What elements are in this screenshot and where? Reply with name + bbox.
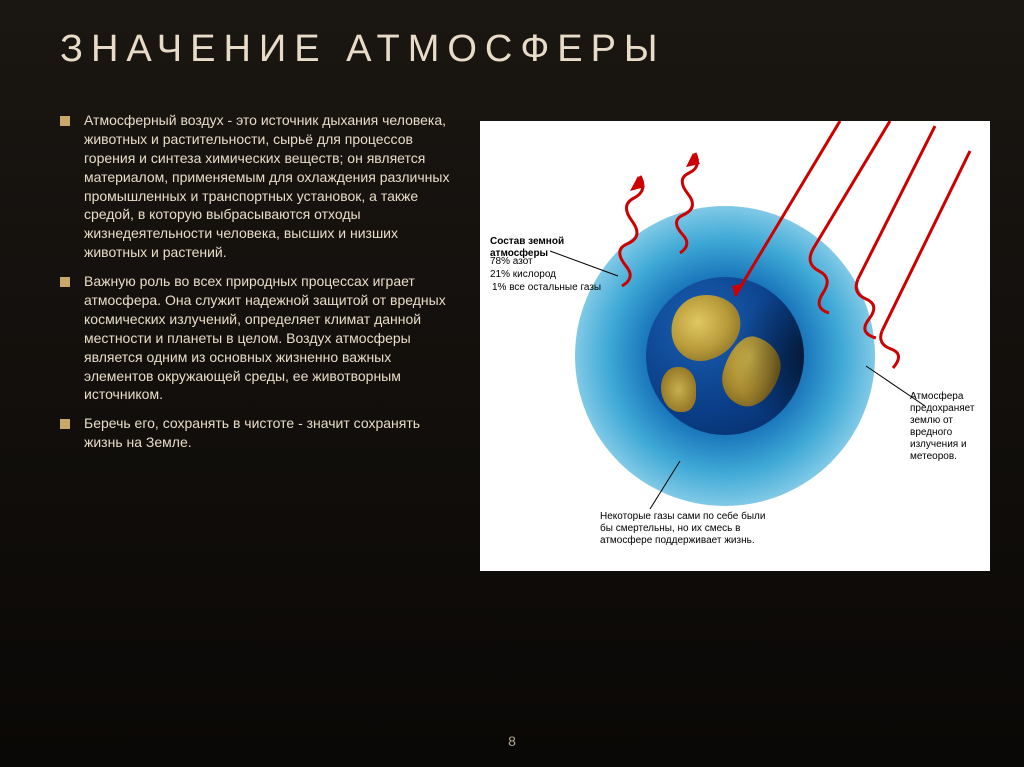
bullet-item: Беречь его, сохранять в чистоте - значит… (60, 414, 460, 452)
slide-title: ЗНАЧЕНИЕ АТМОСФЕРЫ (60, 28, 984, 71)
content-row: Атмосферный воздух - это источник дыхани… (60, 111, 984, 571)
diagram-column: Состав земной атмосферы 78% азот 21% кис… (480, 111, 990, 571)
slide: ЗНАЧЕНИЕ АТМОСФЕРЫ Атмосферный воздух - … (0, 0, 1024, 767)
composition-line: 78% азот (490, 256, 533, 267)
page-number: 8 (508, 733, 516, 749)
gases-note-label: Некоторые газы сами по себе были бы смер… (600, 511, 770, 547)
atmosphere-diagram: Состав земной атмосферы 78% азот 21% кис… (480, 121, 990, 571)
bullet-item: Важную роль во всех природных процессах … (60, 272, 460, 404)
radiation-rays-icon (480, 121, 990, 571)
text-column: Атмосферный воздух - это источник дыхани… (60, 111, 460, 571)
composition-line: 1% все остальные газы (492, 282, 601, 293)
bullet-marker-icon (60, 277, 70, 287)
bullet-marker-icon (60, 116, 70, 126)
protection-label: Атмосфера предохраняет землю от вредного… (910, 391, 988, 463)
composition-line: 21% кислород (490, 269, 556, 280)
bullet-text: Важную роль во всех природных процессах … (84, 272, 460, 404)
bullet-text: Атмосферный воздух - это источник дыхани… (84, 111, 460, 262)
bullet-marker-icon (60, 419, 70, 429)
bullet-text: Беречь его, сохранять в чистоте - значит… (84, 414, 460, 452)
bullet-item: Атмосферный воздух - это источник дыхани… (60, 111, 460, 262)
